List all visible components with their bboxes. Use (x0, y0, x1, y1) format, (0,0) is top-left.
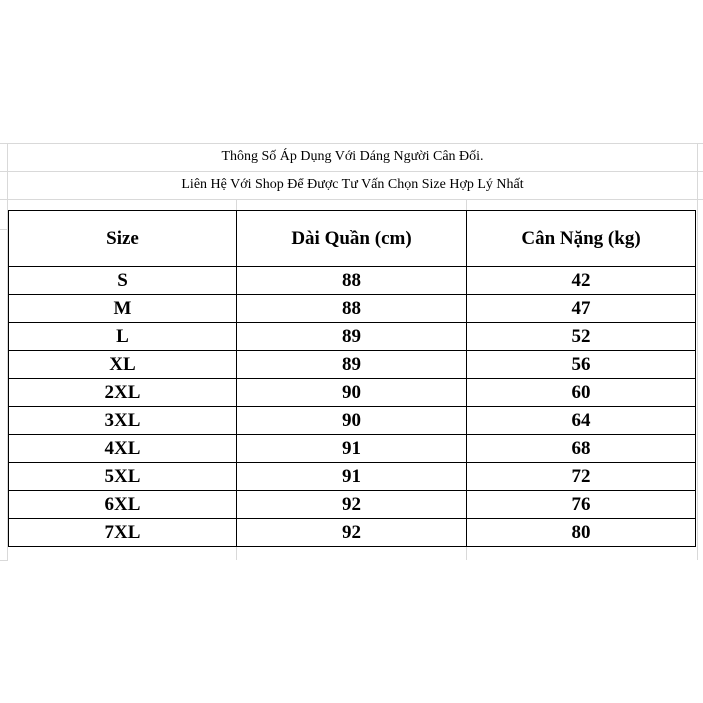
table-row: 4XL 91 68 (8, 434, 696, 463)
table-row: XL 89 56 (8, 350, 696, 379)
cell-length: 89 (236, 350, 467, 379)
cell-weight: 68 (466, 434, 696, 463)
cell-weight: 80 (466, 518, 696, 547)
table-row: L 89 52 (8, 322, 696, 351)
cell-length: 92 (236, 518, 467, 547)
cell-size: XL (8, 350, 237, 379)
grid-line (0, 229, 8, 230)
cell-weight: 60 (466, 378, 696, 407)
cell-weight: 52 (466, 322, 696, 351)
cell-size: 7XL (8, 518, 237, 547)
header-row: Size Dài Quần (cm) Cân Nặng (kg) (8, 210, 696, 267)
note-line-1: Thông Số Áp Dụng Với Dáng Người Cân Đối. (221, 149, 484, 164)
table-row: 7XL 92 80 (8, 518, 696, 547)
grid-line (0, 143, 703, 144)
cell-weight: 56 (466, 350, 696, 379)
header-length: Dài Quần (cm) (236, 210, 467, 267)
header-weight: Cân Nặng (kg) (466, 210, 696, 267)
grid-line (0, 560, 8, 561)
grid-line (0, 199, 703, 200)
cell-size: 5XL (8, 462, 237, 491)
table-row: S 88 42 (8, 266, 696, 295)
cell-size: S (8, 266, 237, 295)
note-line-2: Liên Hệ Với Shop Để Được Tư Vấn Chọn Siz… (181, 177, 524, 192)
cell-weight: 76 (466, 490, 696, 519)
cell-size: M (8, 294, 237, 323)
cell-size: 2XL (8, 378, 237, 407)
grid-line (0, 171, 703, 172)
cell-length: 88 (236, 266, 467, 295)
table-row: 5XL 91 72 (8, 462, 696, 491)
table-row: 6XL 92 76 (8, 490, 696, 519)
cell-length: 91 (236, 462, 467, 491)
table-row: 2XL 90 60 (8, 378, 696, 407)
table-row: M 88 47 (8, 294, 696, 323)
cell-length: 88 (236, 294, 467, 323)
size-table: Size Dài Quần (cm) Cân Nặng (kg) S 88 42 M 8… (8, 210, 696, 547)
cell-weight: 47 (466, 294, 696, 323)
grid-line (697, 143, 698, 560)
cell-weight: 64 (466, 406, 696, 435)
cell-weight: 72 (466, 462, 696, 491)
cell-length: 90 (236, 378, 467, 407)
cell-size: 4XL (8, 434, 237, 463)
cell-size: 3XL (8, 406, 237, 435)
header-size: Size (8, 210, 237, 267)
cell-length: 92 (236, 490, 467, 519)
table-row: 3XL 90 64 (8, 406, 696, 435)
cell-size: 6XL (8, 490, 237, 519)
cell-size: L (8, 322, 237, 351)
cell-weight: 42 (466, 266, 696, 295)
cell-length: 89 (236, 322, 467, 351)
cell-length: 90 (236, 406, 467, 435)
cell-length: 91 (236, 434, 467, 463)
grid-line (7, 143, 8, 560)
